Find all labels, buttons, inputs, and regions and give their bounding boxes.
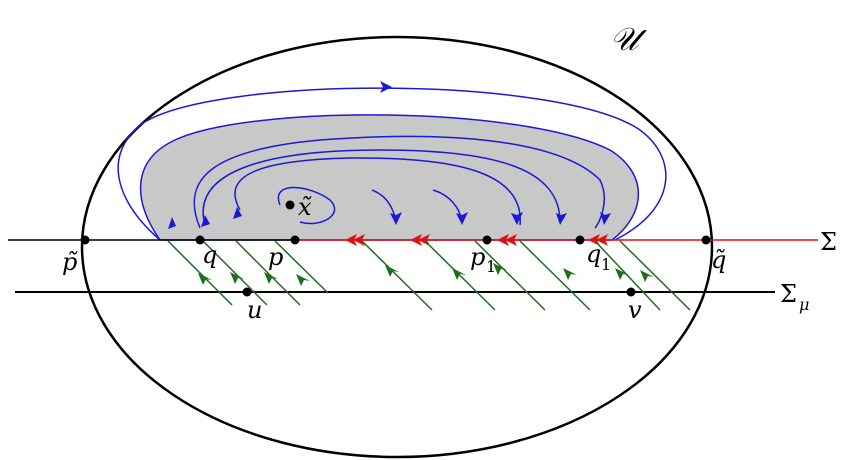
outer-orbit-arrow — [380, 81, 392, 93]
q-tilde-label: q̃ — [711, 246, 726, 274]
point-q-tilde — [701, 235, 711, 245]
region-u-boundary — [80, 35, 714, 459]
orbit-arrows — [168, 207, 611, 229]
spiral-orbit-3 — [202, 149, 561, 226]
shaded-invariant-region — [139, 114, 640, 241]
x-tilde-label: x̃ — [298, 193, 312, 221]
v-label: v — [628, 296, 642, 324]
sigma-mu-label: Σ — [780, 280, 797, 308]
p1-subscript: 1 — [486, 257, 496, 276]
spiral-orbit-2 — [234, 157, 521, 226]
sigma-mu-subscript: μ — [799, 295, 809, 314]
region-u-label: 𝒰 — [610, 20, 648, 58]
p-tilde-label: p̃ — [62, 248, 78, 276]
spiral-orbit-1 — [193, 135, 605, 229]
sigma-label: Σ — [820, 228, 837, 256]
sliding-arrows — [345, 234, 608, 246]
marked-points — [80, 200, 711, 297]
p1-label: p — [470, 243, 485, 271]
p-label: p — [268, 243, 283, 271]
point-x-tilde — [285, 200, 295, 210]
q1-subscript: 1 — [601, 255, 611, 274]
point-u — [242, 287, 252, 297]
transversal-flow — [167, 240, 691, 311]
point-p-tilde — [80, 235, 90, 245]
q-label: q — [202, 241, 217, 269]
point-q1 — [575, 235, 585, 245]
point-p1 — [482, 235, 492, 245]
point-p — [290, 235, 300, 245]
transversal-flow-arrows — [198, 263, 654, 286]
point-q — [195, 235, 205, 245]
u-label: u — [247, 296, 262, 324]
spiral-orbit-4 — [277, 186, 336, 225]
point-v — [626, 287, 636, 297]
q1-label: q — [586, 240, 601, 268]
